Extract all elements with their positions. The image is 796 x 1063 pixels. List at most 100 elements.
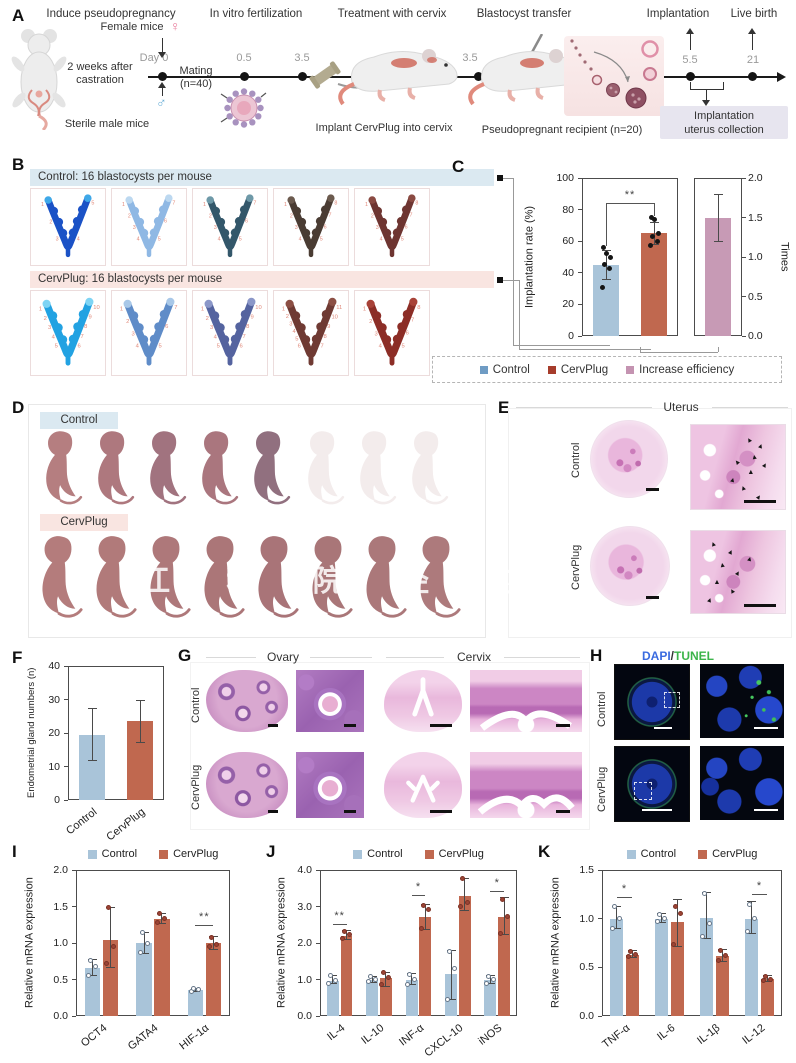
legend-item-Control: Control — [87, 848, 137, 860]
legend-item-cervplug: CervPlug — [547, 364, 608, 376]
legend-label: CervPlug — [173, 848, 219, 860]
pup-drawing — [312, 536, 353, 618]
y-tick — [742, 335, 746, 337]
error-bar-cap — [713, 240, 723, 242]
data-point — [497, 931, 503, 936]
error-bar-cap — [420, 929, 430, 931]
data-point — [617, 916, 623, 922]
panel-i-label: I — [12, 842, 17, 861]
scale-bar — [556, 810, 570, 813]
svg-text:10: 10 — [255, 305, 262, 311]
data-point — [655, 919, 661, 925]
significance-label: * — [494, 877, 500, 890]
data-point — [657, 912, 663, 918]
apoptosis-arrowhead-icon: ▲ — [744, 554, 754, 564]
svg-text:5: 5 — [55, 344, 58, 350]
y-tick-label: 10 — [48, 760, 60, 773]
dapi-tunel-header: DAPI/TUNEL — [618, 649, 738, 663]
y-tick — [578, 177, 582, 179]
x-tick-label: TNF-α — [599, 1022, 632, 1051]
ovary-section-cervplug — [206, 752, 288, 818]
significance-label: * — [415, 880, 422, 893]
data-point — [632, 952, 638, 958]
legend-item-efficiency: Increase efficiency — [626, 364, 734, 376]
y-tick — [578, 272, 582, 274]
day05-label: 0.5 — [236, 52, 252, 64]
legend-item-CervPlug: CervPlug — [159, 848, 218, 860]
treatment-mouse-illustration — [337, 49, 458, 106]
day21-label: 21 — [746, 54, 760, 66]
error-bar-cap — [649, 243, 659, 245]
error-bar-cap — [407, 984, 417, 986]
timeline-node-21 — [748, 72, 757, 81]
panel-g-label: G — [178, 646, 192, 665]
y-tick — [742, 177, 746, 179]
data-point — [333, 977, 339, 983]
header-line — [712, 407, 788, 408]
legend-swatch — [626, 365, 635, 374]
error-bar-cap — [87, 708, 97, 710]
svg-text:7: 7 — [410, 213, 413, 219]
svg-text:3: 3 — [210, 325, 213, 331]
panel-d-box — [28, 404, 486, 638]
svg-text:5: 5 — [158, 236, 161, 242]
uterus-image-cervplug-1: 1 2 3 4 5 10 9 8 7 6 — [30, 290, 106, 376]
stage-title-transfer: Blastocyst transfer — [476, 8, 572, 20]
bar-Control-HIF-1α — [187, 990, 204, 1016]
svg-text:6: 6 — [298, 344, 301, 350]
uterus-image-cervplug-4: 1 2 3 4 5 6 11 10 9 8 7 — [273, 290, 349, 376]
error-bar-cap — [747, 932, 757, 934]
y-tick-label: 40 — [48, 660, 60, 672]
data-point — [722, 953, 728, 959]
bar-Control-IL-4 — [326, 980, 339, 1016]
svg-text:2: 2 — [44, 316, 47, 322]
scale-bar — [646, 488, 659, 491]
header-line — [516, 407, 652, 408]
y-tick-label: 1.5 — [579, 864, 594, 876]
bar-CervPlug-HIF-1α — [205, 943, 221, 1016]
error-bar-cap — [328, 982, 338, 984]
pup-drawing — [150, 431, 187, 505]
pup-drawing — [204, 536, 245, 618]
apoptosis-arrowhead-icon: ▲ — [727, 476, 737, 485]
fluorescence-section-control — [614, 664, 690, 740]
svg-text:7: 7 — [411, 318, 414, 324]
uterus-inset-cervplug: ▲ ▲ ▲ ▲ ▲ ▲ ▲ ▲ — [690, 530, 786, 614]
pup-drawing — [258, 536, 299, 618]
y-tick — [316, 1015, 320, 1017]
y-tick — [578, 209, 582, 211]
svg-text:9: 9 — [88, 314, 91, 320]
timeline-arrowhead-icon — [777, 72, 786, 82]
data-point — [612, 904, 618, 910]
header-line — [206, 657, 256, 658]
y-tick — [578, 240, 582, 242]
uterus-section-cervplug — [590, 526, 670, 606]
svg-text:8: 8 — [84, 324, 87, 330]
plot-area — [582, 178, 678, 336]
bar-Control-TNF-α — [609, 918, 624, 1016]
data-point — [386, 975, 392, 981]
data-point — [606, 265, 612, 271]
pup-image — [90, 429, 136, 505]
cervplug-group-header: CervPlug: 16 blastocysts per mouse — [30, 271, 494, 288]
svg-text:2: 2 — [371, 214, 374, 220]
svg-text:6: 6 — [405, 224, 408, 230]
significance-line — [332, 924, 347, 926]
data-point — [672, 904, 678, 910]
cervplug-connector-dot — [497, 277, 503, 283]
bar-Control-IL-10 — [366, 979, 379, 1016]
female-arrow-line — [162, 38, 163, 52]
svg-text:9: 9 — [250, 314, 253, 320]
implantation-rate-chart: 0 20 40 60 80 100 Implantation rate (%) ** — [520, 168, 683, 344]
significance-line — [195, 924, 214, 926]
panel-b-label: B — [12, 155, 25, 174]
y-tick-label: 1.0 — [748, 251, 763, 263]
svg-text:6: 6 — [324, 224, 327, 230]
data-point — [485, 974, 491, 980]
panel-e-label: E — [498, 398, 510, 417]
error-bar-cap — [713, 194, 723, 196]
